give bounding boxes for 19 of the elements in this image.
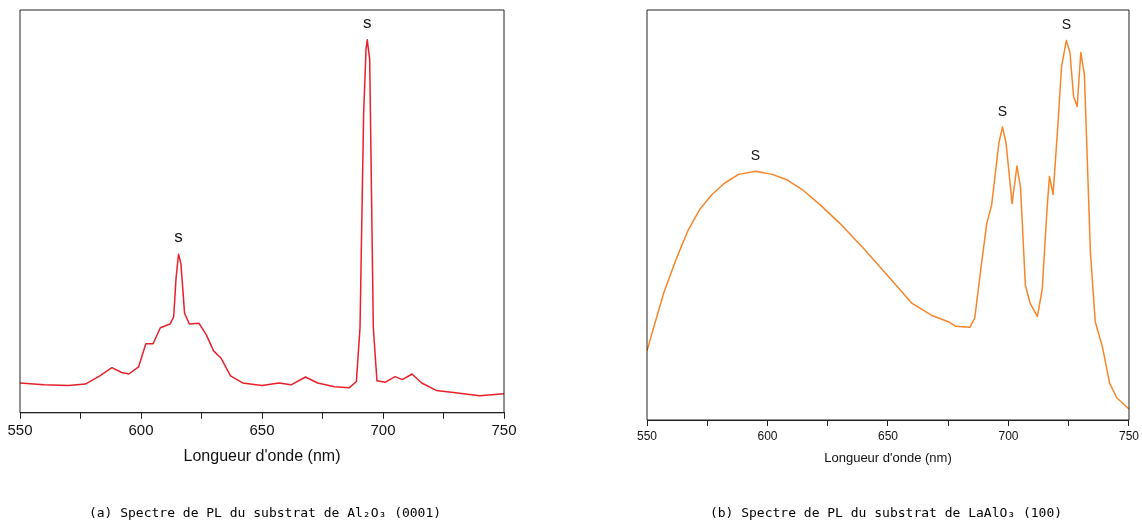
x-tick-label: 750 bbox=[1118, 428, 1140, 443]
annotation: s bbox=[174, 227, 183, 247]
annotation: s bbox=[363, 13, 372, 33]
x-tick-label: 600 bbox=[757, 428, 778, 443]
x-tick-label: 550 bbox=[636, 428, 658, 443]
annotation: S bbox=[750, 147, 761, 164]
x-axis-title: Longueur d'onde (nm) bbox=[183, 446, 341, 464]
x-tick-label: 550 bbox=[7, 420, 33, 438]
x-tick-label: 750 bbox=[491, 420, 517, 438]
x-tick-label: 700 bbox=[370, 420, 396, 438]
annotation: S bbox=[997, 102, 1008, 119]
x-tick-label: 650 bbox=[249, 420, 275, 438]
x-tick-label: 650 bbox=[877, 428, 899, 443]
x-tick-label: 700 bbox=[998, 428, 1019, 443]
x-axis-title: Longueur d'onde (nm) bbox=[824, 449, 952, 465]
annotation: S bbox=[1061, 16, 1071, 33]
x-tick-label: 600 bbox=[128, 420, 154, 438]
text: (b) Spectre de PL du substrat de LaAlO₃ (100) bbox=[708, 505, 1064, 520]
text: (a) Spectre de PL du substrat de Al₂O₃ (0001) bbox=[87, 505, 443, 520]
